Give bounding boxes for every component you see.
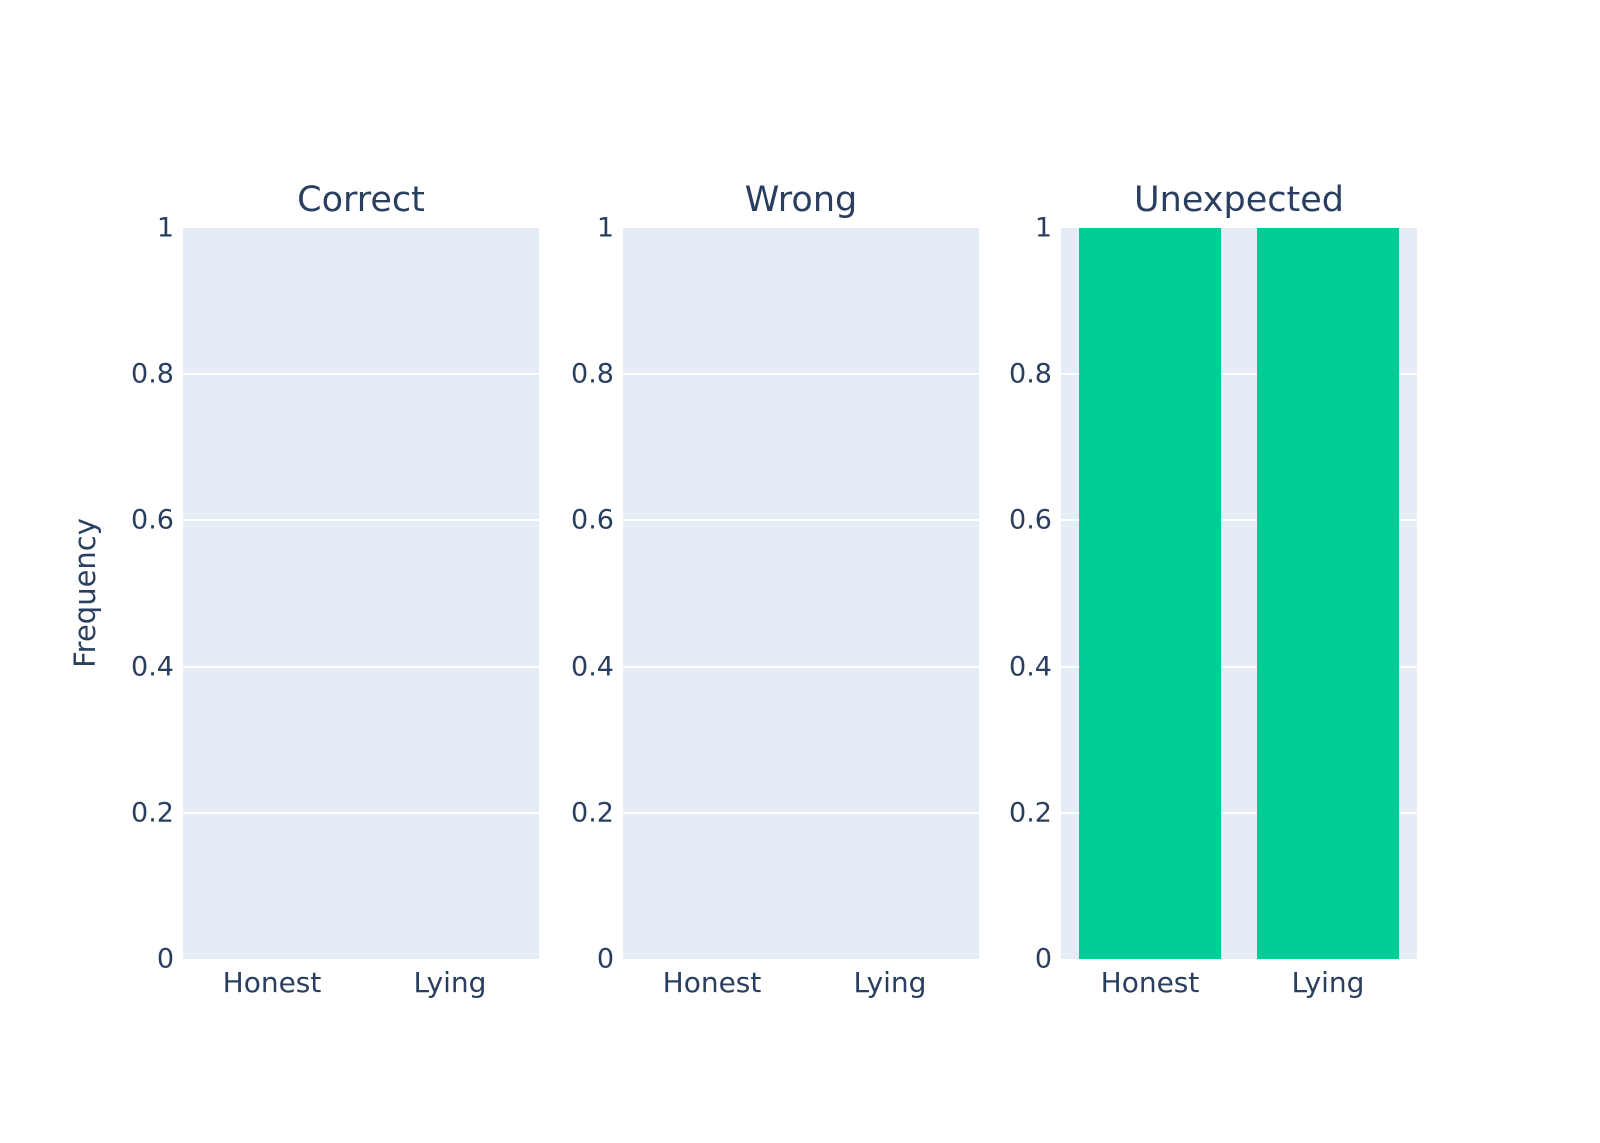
y-tick-label: 0.4 — [1009, 651, 1052, 683]
gridline — [1061, 373, 1417, 376]
gridline — [1061, 811, 1417, 814]
gridline — [183, 519, 539, 522]
y-axis-title: Frequency — [68, 518, 102, 668]
facet-title: Correct — [297, 180, 425, 220]
facet-panel-unexpected: Unexpected 1 0.8 0.6 0.4 0.2 0 Honest Ly… — [1009, 180, 1417, 999]
x-tick-lying: Lying — [853, 966, 927, 999]
gridline — [623, 373, 979, 376]
plot-area — [623, 228, 979, 959]
bar-honest — [1078, 228, 1222, 959]
y-tick-label: 0.8 — [131, 358, 174, 390]
y-tick-label: 1 — [596, 212, 614, 244]
gridline — [183, 665, 539, 668]
y-tick-label: 1 — [156, 212, 174, 244]
gridline — [183, 373, 539, 376]
y-tick-label: 1 — [1034, 212, 1052, 244]
bar-lying — [1256, 228, 1400, 959]
y-tick-label: 0.6 — [1009, 504, 1052, 536]
gridline — [623, 665, 979, 668]
y-tick-label: 0.2 — [1009, 797, 1052, 829]
gridline — [183, 811, 539, 814]
gridline — [1061, 519, 1417, 522]
y-tick-label: 0 — [596, 943, 614, 975]
y-tick-label: 0 — [156, 943, 174, 975]
x-tick-lying: Lying — [413, 966, 487, 999]
x-tick-honest: Honest — [662, 966, 762, 999]
plot-area — [183, 228, 539, 959]
x-tick-honest: Honest — [222, 966, 322, 999]
y-tick-label: 0.6 — [571, 504, 614, 536]
y-tick-label: 0.2 — [131, 797, 174, 829]
x-tick-honest: Honest — [1100, 966, 1200, 999]
facet-title: Unexpected — [1134, 180, 1344, 220]
gridline — [623, 519, 979, 522]
facet-panel-correct: Correct 1 0.8 0.6 0.4 0.2 0 Honest Lying — [131, 180, 539, 999]
y-tick-label: 0.4 — [571, 651, 614, 683]
y-tick-label: 0.6 — [131, 504, 174, 536]
y-tick-label: 0.4 — [131, 651, 174, 683]
y-tick-label: 0 — [1034, 943, 1052, 975]
facet-panel-wrong: Wrong 1 0.8 0.6 0.4 0.2 0 Honest Lying — [571, 180, 979, 999]
x-tick-lying: Lying — [1291, 966, 1365, 999]
gridline — [1061, 665, 1417, 668]
y-tick-label: 0.8 — [571, 358, 614, 390]
plot-area — [1061, 228, 1417, 959]
gridline — [623, 811, 979, 814]
y-tick-label: 0.8 — [1009, 358, 1052, 390]
y-tick-label: 0.2 — [571, 797, 614, 829]
facet-title: Wrong — [744, 180, 858, 220]
